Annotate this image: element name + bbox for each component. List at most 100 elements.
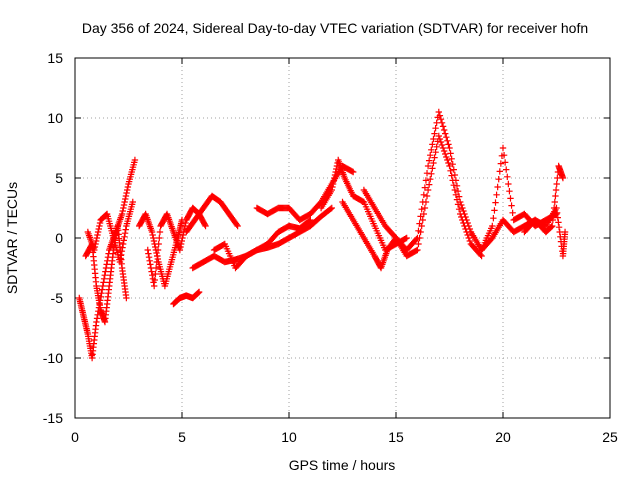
data-point [102,268,109,275]
data-point [430,135,437,143]
y-tick-label: 5 [55,170,63,186]
data-point [460,219,467,227]
data-point [553,204,560,212]
data-point [452,191,460,198]
data-point [509,209,516,216]
data-point [438,141,446,149]
data-point [329,183,336,191]
data-point [144,246,151,254]
data-series [144,204,209,290]
data-point [447,167,454,174]
data-point [414,246,421,254]
data-point [93,318,100,326]
data-point [425,157,433,164]
data-point [439,144,447,152]
data-series [84,198,136,266]
data-series [339,108,475,272]
data-point [431,154,438,161]
data-point [181,222,189,230]
axis-ticks [74,57,611,419]
data-point [122,226,129,233]
data-point [147,261,154,268]
data-point [328,186,335,194]
data-point [179,234,186,242]
data-point [331,171,339,179]
data-point [500,152,508,159]
data-point [94,228,102,236]
data-point [121,230,129,237]
data-point [429,141,436,148]
data-point [435,132,442,140]
data-point [551,198,558,206]
data-point [413,236,420,243]
data-point [419,216,426,224]
y-axis-label: SDTVAR / TECUs [4,182,20,294]
data-point [435,108,442,116]
data-point [100,279,107,286]
data-point [145,250,152,257]
data-point [440,147,448,155]
data-point [150,282,158,290]
data-point [489,222,496,230]
data-point [118,248,126,255]
data-point [416,234,423,242]
data-point [332,168,339,176]
data-point [202,222,209,230]
data-point [433,143,440,150]
y-tick-label: 15 [47,50,63,66]
data-point [444,156,451,164]
chart-title: Day 356 of 2024, Sidereal Day-to-day VTE… [82,20,588,36]
data-series [478,162,567,254]
data-point [553,180,560,188]
data-point [436,112,444,119]
data-point [177,240,185,248]
data-point [438,119,446,126]
data-point [96,222,103,230]
data-point [457,210,464,218]
data-point [119,244,126,251]
data-point [490,215,497,222]
data-point [156,228,164,236]
data-point [403,234,410,242]
data-series [467,144,560,254]
y-tick-label: -5 [51,290,64,306]
data-point [443,134,450,141]
data-point [307,216,314,224]
data-point [448,172,455,179]
data-point [458,213,465,221]
x-tick-label: 20 [495,429,511,445]
data-point [116,258,124,266]
data-point [152,270,159,278]
data-point [153,258,160,266]
data-point [91,243,99,251]
data-point [120,237,127,244]
data-point [420,210,428,218]
data-point [350,168,357,176]
data-point [555,219,562,226]
x-tick-label: 25 [602,429,618,445]
data-point [179,231,187,239]
x-axis-label: GPS time / hours [289,457,396,473]
data-point [94,231,101,239]
data-point [417,213,424,220]
data-point [555,224,563,231]
data-series [210,216,314,272]
data-point [418,206,425,213]
data-point [150,234,157,242]
data-point [427,176,434,183]
data-point [156,234,163,242]
data-point [445,141,452,148]
data-point [449,161,456,168]
data-point [461,222,468,230]
data-point [492,199,499,206]
data-point [454,201,462,208]
data-series [183,192,241,236]
data-point [149,231,156,239]
y-tick-label: 10 [47,110,63,126]
data-point [120,201,128,209]
data-point [508,202,515,209]
data-point [561,228,569,236]
data-point [177,243,184,251]
data-point [152,264,160,272]
